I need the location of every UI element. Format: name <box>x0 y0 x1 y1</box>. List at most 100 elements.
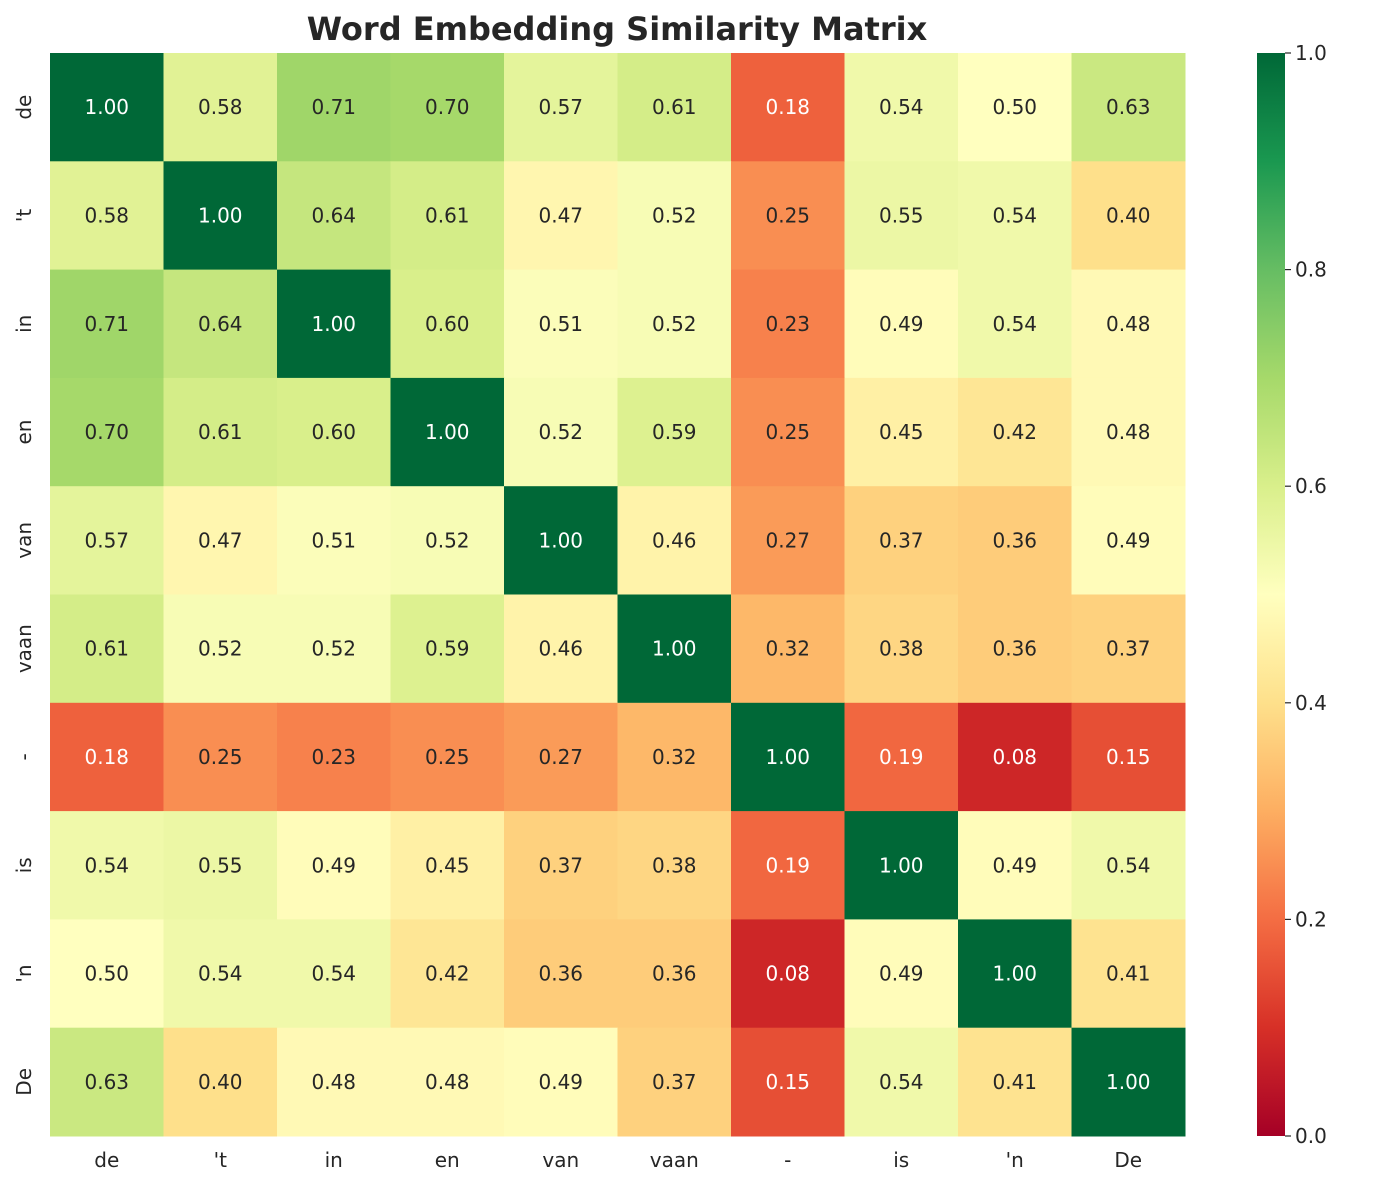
cell-value-label: 0.48 <box>1106 420 1151 444</box>
heatmap-cell <box>731 377 845 487</box>
cell-value-label: 0.63 <box>1106 95 1151 119</box>
cell-value-label: 0.61 <box>425 203 470 227</box>
cell-value-label: 0.37 <box>1106 637 1151 661</box>
cell-value-label: 0.23 <box>311 745 356 769</box>
cell-value-label: 0.54 <box>1106 853 1151 877</box>
heatmap-cell <box>390 53 505 162</box>
cell-value-label: 0.36 <box>992 528 1037 552</box>
cell-value-label: 0.70 <box>84 420 129 444</box>
cell-value-label: 0.47 <box>538 203 583 227</box>
heatmap-cell <box>617 811 732 920</box>
heatmap-cell <box>50 811 164 920</box>
heatmap-cell <box>277 53 391 162</box>
cell-value-label: 0.55 <box>198 853 243 877</box>
cell-value-label: 0.15 <box>1106 745 1151 769</box>
cell-value-label: 0.27 <box>765 528 810 552</box>
y-tick-label: De <box>12 1068 36 1096</box>
colorbar-tick-label: 1.0 <box>1295 41 1327 65</box>
cell-value-label: 0.51 <box>538 312 583 336</box>
heatmap-cell <box>1071 1027 1186 1137</box>
cell-value-label: 0.61 <box>84 637 129 661</box>
heatmap-cell <box>390 811 505 920</box>
cell-value-label: 1.00 <box>425 420 470 444</box>
heatmap-cell <box>958 53 1072 162</box>
cell-value-label: 0.54 <box>879 95 924 119</box>
cell-value-label: 0.38 <box>652 853 697 877</box>
heatmap-cell <box>844 919 959 1029</box>
y-tick-label: van <box>12 522 36 559</box>
heatmap-cell <box>617 594 732 704</box>
cell-value-label: 0.57 <box>538 95 583 119</box>
heatmap-cell <box>50 161 164 271</box>
heatmap-cell <box>504 1027 618 1137</box>
cell-value-label: 0.64 <box>198 312 243 336</box>
heatmap-cell <box>1071 702 1186 812</box>
x-axis-tick-labels: de 't in en van vaan - is 'n De <box>94 1148 1142 1172</box>
cell-value-label: 0.48 <box>311 1070 356 1094</box>
cell-value-label: 0.19 <box>765 853 810 877</box>
cell-value-label: 0.25 <box>765 420 810 444</box>
heatmap-cell <box>504 811 618 920</box>
heatmap-cell <box>277 377 391 487</box>
heatmap-cell <box>163 377 278 487</box>
cell-value-label: 0.25 <box>198 745 243 769</box>
cell-value-label: 0.52 <box>538 420 583 444</box>
heatmap-cell <box>958 702 1072 812</box>
y-tick-label: - <box>12 753 36 760</box>
heatmap-cell <box>50 486 164 595</box>
heatmap-cell <box>617 919 732 1029</box>
heatmap-cell <box>731 161 845 271</box>
cell-value-label: 0.46 <box>652 528 697 552</box>
cell-value-label: 0.08 <box>765 962 810 986</box>
y-tick-label: 't <box>12 209 36 222</box>
x-tick-label: vaan <box>650 1148 699 1172</box>
heatmap-cell <box>390 486 505 595</box>
heatmap-cell <box>277 811 391 920</box>
x-tick-label: is <box>893 1148 909 1172</box>
heatmap-cell <box>844 377 959 487</box>
heatmap-cell <box>390 1027 505 1137</box>
colorbar-tick-label: 0.6 <box>1295 474 1327 498</box>
heatmap-cell <box>163 594 278 704</box>
heatmap-cell <box>163 486 278 595</box>
cell-value-label: 0.25 <box>765 203 810 227</box>
cell-value-label: 0.49 <box>879 962 924 986</box>
cell-value-label: 0.70 <box>425 95 470 119</box>
y-axis-tick-labels: de 't in en van vaan - is 'n De <box>12 95 36 1096</box>
heatmap-cell <box>731 702 845 812</box>
heatmap-cell <box>731 594 845 704</box>
heatmap-cell <box>277 594 391 704</box>
heatmap-cell <box>844 486 959 595</box>
heatmap-cell <box>844 161 959 271</box>
heatmap-cell <box>163 702 278 812</box>
heatmap-cell <box>731 811 845 920</box>
cell-value-label: 1.00 <box>84 95 129 119</box>
cell-value-label: 0.61 <box>652 95 697 119</box>
cell-value-label: 0.63 <box>84 1070 129 1094</box>
cell-value-label: 0.18 <box>84 745 129 769</box>
cell-value-label: 0.32 <box>765 637 810 661</box>
heatmap-cell <box>50 919 164 1029</box>
heatmap-cell <box>731 53 845 162</box>
cell-value-label: 0.19 <box>879 745 924 769</box>
cell-value-label: 1.00 <box>765 745 810 769</box>
heatmap-cell <box>390 702 505 812</box>
colorbar: 0.0 0.2 0.4 0.6 0.8 1.0 <box>1257 41 1327 1148</box>
colorbar-gradient <box>1257 53 1285 1136</box>
x-tick-label: van <box>542 1148 579 1172</box>
heatmap-cell <box>277 702 391 812</box>
cell-value-label: 0.55 <box>879 203 924 227</box>
cell-value-label: 1.00 <box>652 637 697 661</box>
cell-value-label: 0.50 <box>992 95 1037 119</box>
heatmap-cell <box>390 594 505 704</box>
heatmap-cell <box>844 811 959 920</box>
heatmap-cell <box>1071 161 1186 271</box>
x-tick-label: in <box>325 1148 343 1172</box>
heatmap-cell <box>504 269 618 379</box>
x-tick-label: 'n <box>1006 1148 1024 1172</box>
colorbar-tick-label: 0.4 <box>1295 691 1327 715</box>
cell-value-label: 1.00 <box>198 203 243 227</box>
colorbar-tick-label: 0.0 <box>1295 1124 1327 1148</box>
cell-value-label: 1.00 <box>1106 1070 1151 1094</box>
heatmap-cell <box>277 1027 391 1137</box>
